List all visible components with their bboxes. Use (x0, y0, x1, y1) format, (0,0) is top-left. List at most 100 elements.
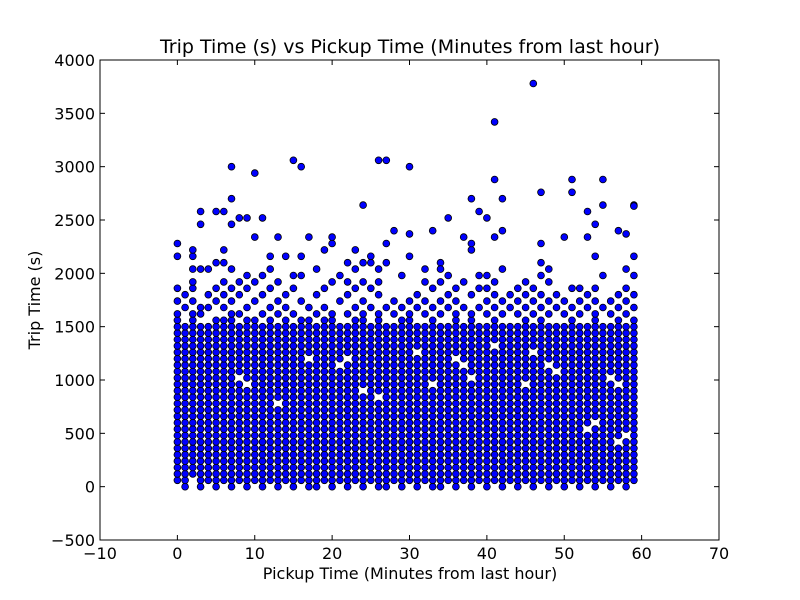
data-point (568, 354, 576, 363)
data-point (483, 412, 491, 421)
data-point (506, 450, 514, 459)
data-point (374, 386, 383, 395)
data-point (583, 290, 592, 299)
data-point (428, 335, 437, 344)
data-point (475, 284, 483, 293)
data-point (336, 399, 344, 408)
data-point (351, 399, 360, 408)
data-point (506, 431, 514, 440)
data-point (366, 457, 375, 465)
data-point (281, 418, 290, 427)
data-point (413, 361, 422, 369)
data-point (297, 252, 306, 261)
data-point (359, 354, 367, 363)
data-point (622, 342, 630, 350)
data-point (506, 303, 514, 312)
data-point (475, 303, 483, 312)
data-point (266, 348, 275, 357)
data-point (591, 335, 599, 344)
data-point (382, 412, 391, 421)
data-point (351, 380, 360, 389)
data-point (204, 438, 213, 446)
data-point (568, 470, 576, 478)
data-point (328, 450, 336, 459)
data-point (281, 444, 290, 453)
data-point (560, 380, 569, 389)
data-point (343, 450, 352, 459)
data-point (606, 476, 615, 485)
data-point (343, 258, 352, 267)
data-point (251, 297, 259, 305)
data-point (266, 329, 275, 337)
data-point (359, 322, 367, 331)
data-point (537, 348, 545, 357)
data-point (374, 322, 383, 331)
data-point (382, 463, 391, 472)
data-point (258, 374, 267, 382)
data-point (467, 239, 476, 248)
data-point (212, 258, 220, 267)
data-point (405, 380, 414, 389)
data-point (568, 393, 576, 401)
data-point (220, 290, 228, 299)
data-point (312, 418, 321, 427)
data-point (281, 374, 290, 382)
data-point (606, 393, 615, 401)
data-point (220, 380, 228, 389)
data-point (599, 386, 607, 395)
data-point (196, 482, 205, 491)
data-point (289, 425, 298, 433)
data-point (181, 322, 189, 331)
data-point (614, 348, 623, 357)
data-point (421, 335, 429, 344)
data-point (212, 316, 220, 325)
data-point (537, 399, 545, 408)
data-point (243, 367, 251, 376)
data-point (235, 457, 244, 465)
data-point (266, 386, 275, 395)
data-point (568, 450, 576, 459)
data-point (289, 399, 298, 408)
data-point (452, 297, 460, 305)
data-point (622, 329, 630, 337)
data-point (366, 258, 375, 267)
data-point (181, 361, 189, 369)
data-point (173, 367, 182, 376)
data-point (351, 450, 360, 459)
data-point (227, 361, 236, 369)
data-point (413, 322, 422, 331)
data-point (521, 329, 530, 337)
data-point (405, 252, 414, 261)
data-point (173, 412, 182, 421)
data-point (227, 335, 236, 344)
data-point (606, 386, 615, 395)
data-point (614, 226, 623, 235)
data-point (227, 265, 236, 273)
data-point (274, 444, 282, 453)
data-point (421, 380, 429, 389)
data-point (575, 284, 584, 293)
data-point (622, 265, 630, 273)
data-point (305, 329, 313, 337)
data-point (212, 438, 220, 446)
data-point (243, 348, 251, 357)
data-point (243, 431, 251, 440)
data-point (614, 399, 623, 408)
data-point (483, 284, 491, 293)
data-point (196, 418, 205, 427)
data-point (351, 303, 360, 312)
data-point (575, 406, 584, 414)
data-point (204, 431, 213, 440)
data-point (405, 438, 414, 446)
data-point (243, 214, 251, 222)
data-point (529, 412, 538, 421)
data-point (366, 322, 375, 331)
data-point (227, 470, 236, 478)
data-point (312, 329, 321, 337)
data-point (521, 406, 530, 414)
data-point (529, 418, 538, 427)
data-point (351, 476, 360, 485)
data-point (312, 438, 321, 446)
data-point (374, 374, 383, 382)
data-point (428, 322, 437, 331)
